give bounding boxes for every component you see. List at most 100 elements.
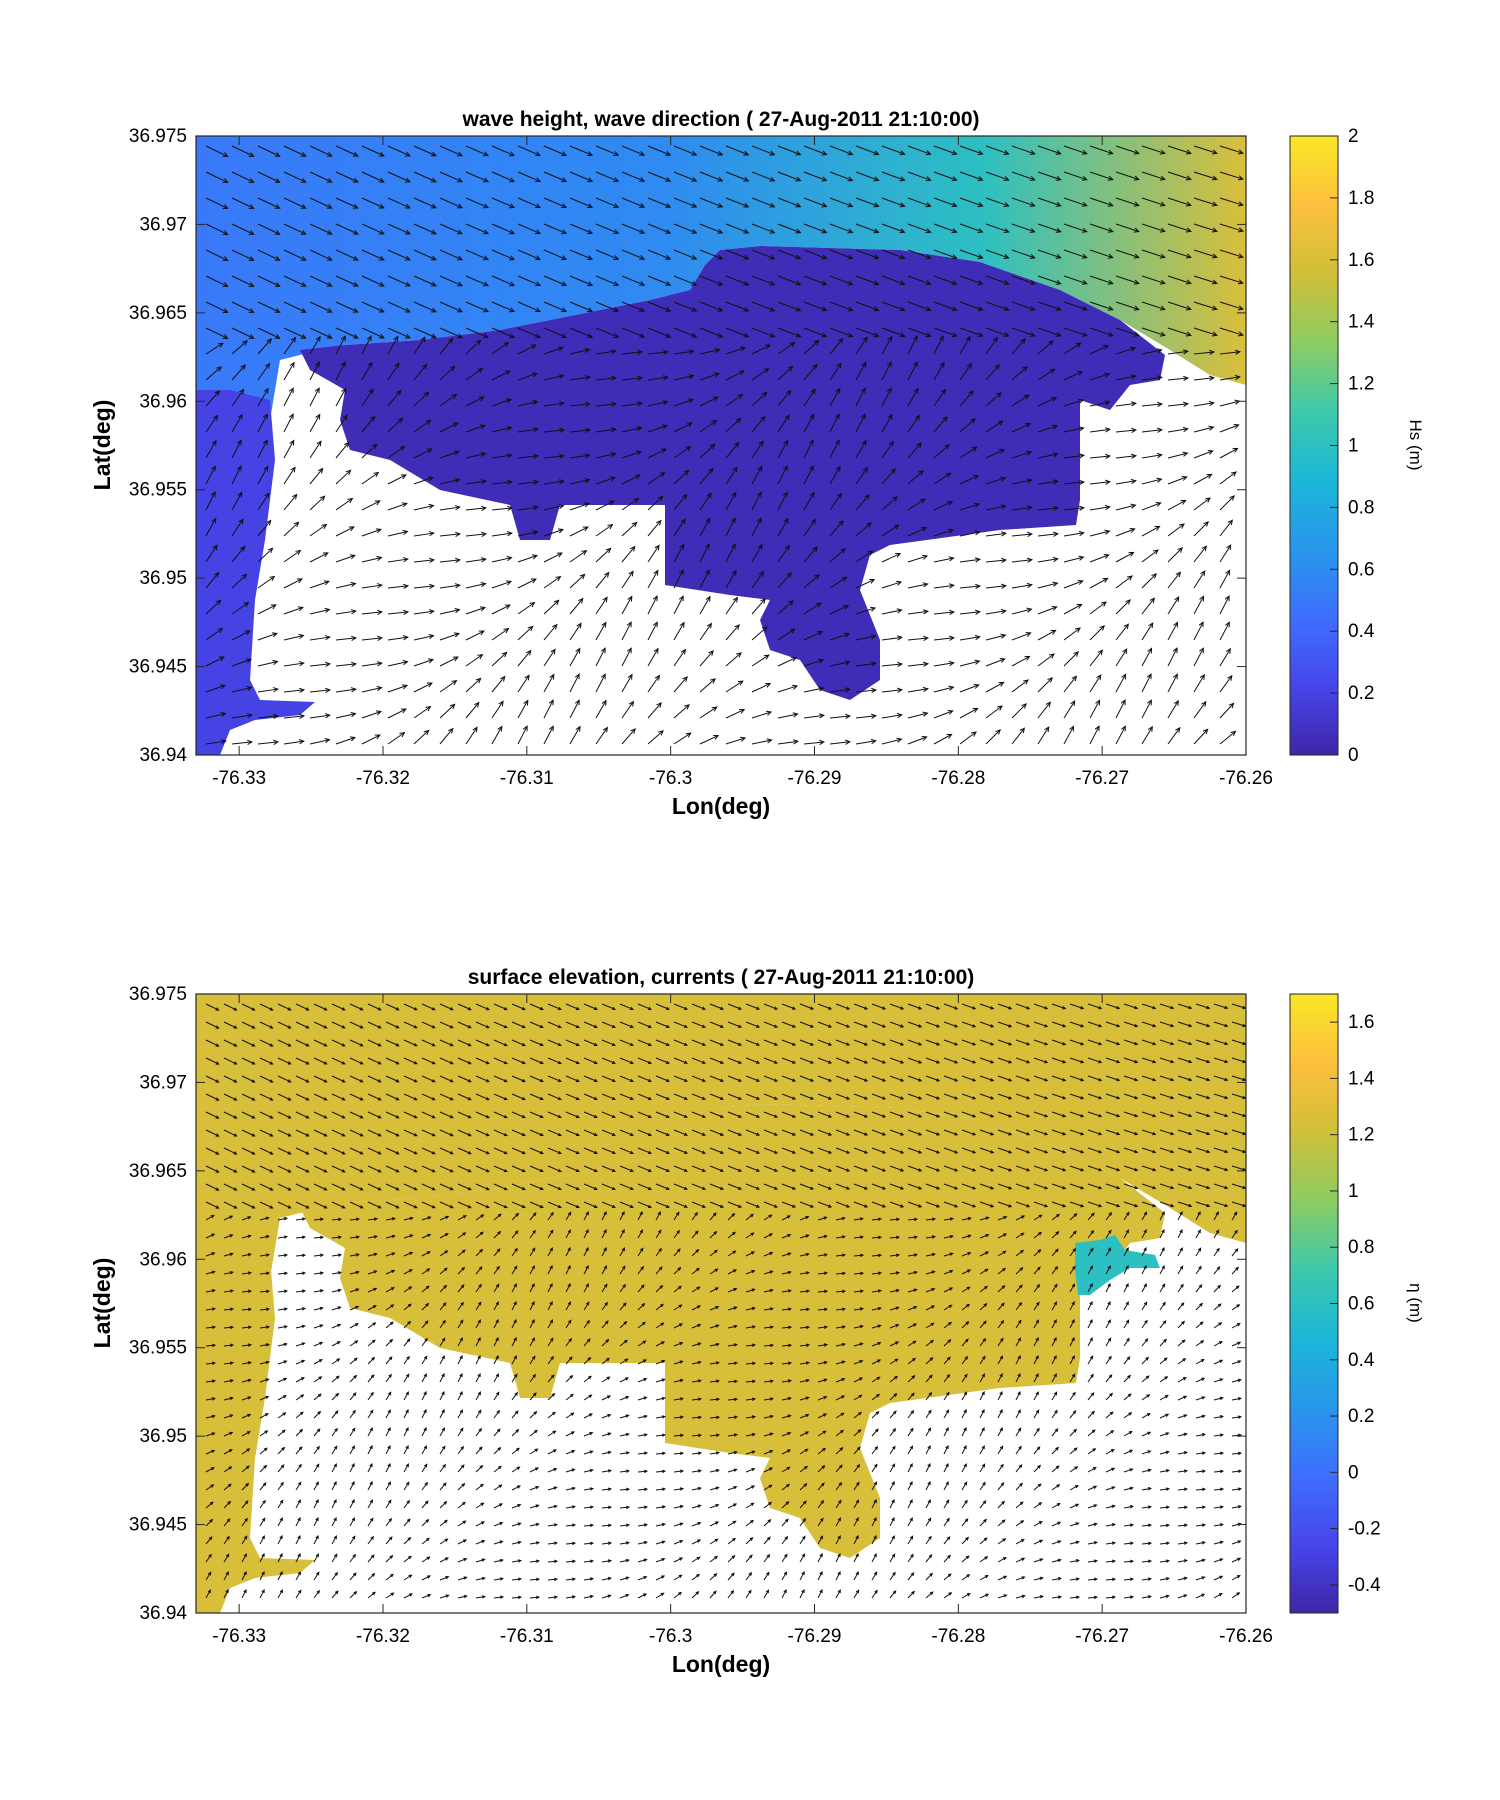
flow-arrow [475,1576,486,1581]
flow-arrow [1087,1039,1103,1046]
flow-arrow [1037,452,1059,459]
flow-arrow [1141,301,1166,311]
flow-arrow [387,389,402,407]
x-tick-label: -76.29 [788,1626,842,1647]
flow-arrow [803,658,825,667]
flow-arrow [257,575,276,589]
flow-arrow [223,1021,238,1029]
flow-arrow [335,361,346,381]
flow-arrow [529,1212,537,1221]
flow-arrow [691,1057,707,1064]
flow-arrow [1123,1075,1139,1082]
flow-arrow [961,1373,968,1383]
flow-arrow [1069,1318,1075,1329]
flow-arrow [475,1111,490,1119]
flow-arrow [241,1289,253,1294]
flow-arrow [257,713,280,719]
flow-arrow [1213,1340,1223,1347]
flow-arrow [1087,1373,1094,1383]
flow-arrow [309,713,331,719]
flow-arrow [421,1075,436,1083]
flow-arrow [309,607,331,615]
flow-arrow [223,1165,238,1173]
flow-arrow [511,1373,518,1383]
flow-arrow [259,1183,274,1191]
flow-arrow [889,1481,895,1491]
flow-arrow [1063,342,1082,355]
flow-arrow [871,1289,883,1293]
flow-arrow [889,1498,895,1509]
flow-arrow [565,1246,571,1257]
flow-arrow [367,1554,375,1563]
flow-arrow [595,301,620,312]
flow-arrow [493,1213,502,1221]
flow-arrow [565,1449,576,1455]
flow-arrow [403,1234,414,1239]
flow-arrow [637,1593,648,1599]
flow-arrow [979,1537,988,1545]
flow-arrow [889,1358,899,1365]
flow-arrow [1033,1075,1049,1082]
flow-arrow [457,1039,472,1047]
flow-arrow [673,1397,685,1401]
flow-arrow [543,599,560,615]
flow-arrow [529,1229,536,1239]
flow-arrow [1159,1129,1175,1136]
flow-arrow [421,1463,428,1473]
flow-arrow [621,497,640,511]
flow-arrow [691,1230,699,1239]
flow-arrow [1087,1318,1093,1329]
flow-arrow [295,1534,301,1545]
flow-arrow [413,705,432,719]
flow-arrow [583,1450,594,1455]
flow-arrow [1069,1503,1080,1509]
flow-arrow [1195,1558,1206,1563]
flow-arrow [511,1485,522,1491]
flow-arrow [1033,1021,1049,1028]
flow-arrow [979,1337,987,1347]
flow-arrow [699,301,724,312]
flow-arrow [565,1283,571,1293]
flow-arrow [331,1235,343,1240]
flow-arrow [439,327,464,339]
flow-arrow [223,1466,233,1473]
flow-arrow [367,1075,382,1083]
flow-arrow [543,373,565,381]
flow-arrow [421,1518,430,1527]
flow-arrow [205,1414,216,1419]
flow-arrow [985,223,1010,233]
flow-arrow [493,1075,508,1083]
flow-arrow [907,1270,918,1275]
flow-arrow [493,1165,508,1173]
flow-arrow [583,1487,595,1491]
flow-arrow [457,1093,472,1101]
flow-arrow [871,1499,877,1509]
flow-arrow [1115,699,1126,719]
flow-arrow [621,673,633,693]
flow-arrow [387,708,407,719]
flow-arrow [1089,601,1107,615]
flow-arrow [997,1319,1005,1329]
flow-arrow [331,1253,343,1257]
flow-arrow [1089,725,1100,745]
flow-arrow [781,1252,792,1257]
flow-arrow [835,1289,847,1294]
flow-arrow [959,275,984,286]
flow-arrow [781,1289,793,1293]
flow-arrow [1141,1211,1148,1221]
flow-arrow [1213,1593,1223,1599]
flow-arrow [349,1270,360,1275]
flow-arrow [933,275,958,286]
flow-arrow [961,1075,977,1082]
flow-arrow [313,1498,319,1509]
flow-arrow [413,609,435,615]
flow-arrow [205,275,229,287]
flow-arrow [673,445,692,459]
colorbar-tick-label: 0.2 [1348,683,1374,704]
flow-arrow [829,337,844,355]
flow-arrow [205,1252,216,1257]
flow-arrow [853,1201,869,1208]
flow-arrow [529,1522,540,1527]
flow-arrow [493,1373,499,1383]
flow-arrow [475,1373,481,1383]
